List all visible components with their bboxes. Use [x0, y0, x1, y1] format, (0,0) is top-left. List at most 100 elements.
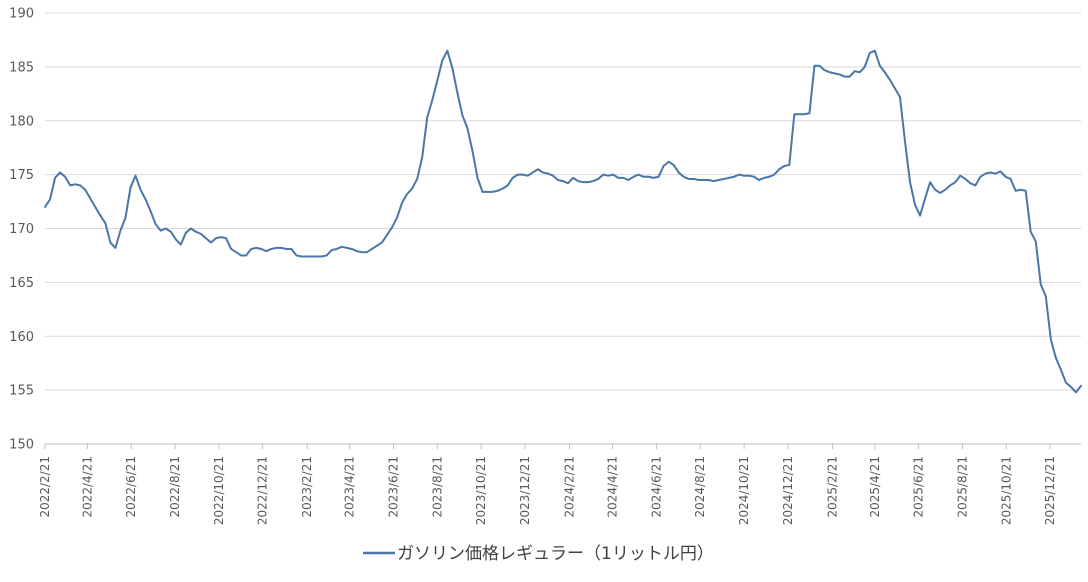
data-point [798, 113, 800, 115]
data-point [592, 180, 594, 182]
data-point [612, 173, 614, 175]
data-point [1055, 357, 1057, 359]
y-tick-label: 155 [9, 384, 34, 399]
data-point [914, 204, 916, 206]
data-point [708, 179, 710, 181]
data-point [74, 183, 76, 185]
legend: ガソリン価格レギュラー（1リットル円） [363, 544, 714, 564]
data-point [713, 180, 715, 182]
x-tick-label: 2024/8/21 [693, 456, 707, 518]
data-point [793, 113, 795, 115]
data-point [773, 173, 775, 175]
data-point [768, 176, 770, 178]
data-point [607, 175, 609, 177]
data-point [351, 248, 353, 250]
data-point [1035, 240, 1037, 242]
data-point [889, 79, 891, 81]
data-point [69, 184, 71, 186]
data-point [733, 176, 735, 178]
data-point [763, 177, 765, 179]
x-tick-label: 2022/10/21 [212, 456, 226, 525]
data-point [134, 175, 136, 177]
data-point [119, 229, 121, 231]
data-point [512, 177, 514, 179]
data-point [235, 251, 237, 253]
data-point [114, 247, 116, 249]
data-point [919, 214, 921, 216]
x-tick-label: 2025/4/21 [868, 456, 882, 518]
data-point [577, 180, 579, 182]
gridlines [44, 12, 1081, 449]
data-point [823, 69, 825, 71]
data-point [899, 96, 901, 98]
data-point [1060, 368, 1062, 370]
data-point [391, 226, 393, 228]
data-point [703, 179, 705, 181]
data-point [170, 231, 172, 233]
data-point [265, 250, 267, 252]
data-point [1014, 190, 1016, 192]
data-point [154, 223, 156, 225]
data-point [808, 112, 810, 114]
data-point [864, 66, 866, 68]
data-point [144, 198, 146, 200]
x-tick-label: 2023/10/21 [474, 456, 488, 525]
data-point [250, 248, 252, 250]
data-point [838, 73, 840, 75]
data-point [833, 72, 835, 74]
data-point [275, 247, 277, 249]
data-point [869, 52, 871, 54]
data-point [622, 177, 624, 179]
data-point [677, 171, 679, 173]
data-point [396, 217, 398, 219]
y-tick-label: 150 [9, 438, 34, 453]
data-point [788, 164, 790, 166]
y-tick-label: 180 [9, 114, 34, 129]
y-tick-label: 175 [9, 168, 34, 183]
data-point [924, 197, 926, 199]
data-point [1004, 176, 1006, 178]
data-point [647, 176, 649, 178]
data-point [853, 70, 855, 72]
data-point [813, 65, 815, 67]
data-point [431, 99, 433, 101]
data-point [532, 171, 534, 173]
data-point [230, 248, 232, 250]
x-tick-label: 2022/6/21 [124, 456, 138, 518]
data-point [109, 241, 111, 243]
data-point [205, 237, 207, 239]
data-point [894, 87, 896, 89]
data-point [466, 127, 468, 129]
data-point [99, 214, 101, 216]
data-point [426, 116, 428, 118]
x-tick-label: 2022/4/21 [80, 456, 94, 518]
data-point [587, 181, 589, 183]
data-point [280, 247, 282, 249]
data-point [129, 186, 131, 188]
data-point [688, 178, 690, 180]
data-point [190, 227, 192, 229]
data-point [416, 178, 418, 180]
x-tick-label: 2022/8/21 [168, 456, 182, 518]
data-point [270, 248, 272, 250]
data-point [335, 248, 337, 250]
data-point [738, 173, 740, 175]
data-point [200, 233, 202, 235]
data-point [874, 50, 876, 52]
data-point [456, 92, 458, 94]
data-point [104, 222, 106, 224]
data-point [949, 184, 951, 186]
data-point [944, 189, 946, 191]
data-point [491, 191, 493, 193]
data-point [305, 255, 307, 257]
data-point [79, 184, 81, 186]
data-point [994, 172, 996, 174]
data-point [300, 255, 302, 257]
data-point [527, 175, 529, 177]
data-point [356, 250, 358, 252]
y-axis: 150 155 160 165 170 175 180 185 190 [9, 7, 34, 453]
data-point [557, 179, 559, 181]
data-point [149, 210, 151, 212]
data-point [1030, 231, 1032, 233]
